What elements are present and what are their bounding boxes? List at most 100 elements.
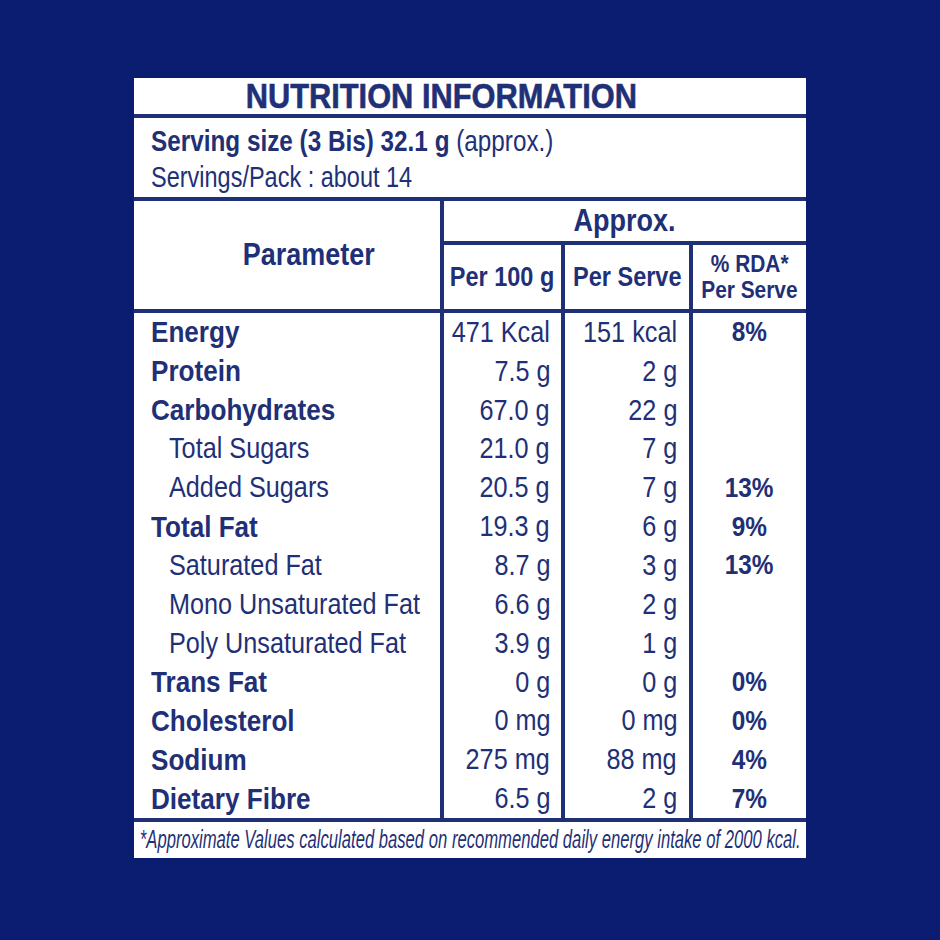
page-title: NUTRITION INFORMATION	[134, 78, 806, 118]
row-label-text: Total Sugars	[169, 432, 309, 465]
value-rda-percent-text: 4%	[732, 744, 767, 776]
value-per-100g: 6.5 g	[444, 779, 565, 818]
value-per-serve-text: 1 g	[642, 627, 677, 660]
value-per-100g-text: 21.0 g	[480, 432, 550, 465]
value-rda-percent-text: 8%	[732, 316, 767, 348]
value-per-serve: 7 g	[565, 430, 693, 469]
table-row: Dietary Fibre6.5 g 2 g 7%	[134, 779, 806, 818]
value-rda-percent	[693, 430, 806, 469]
row-label: Protein	[134, 352, 444, 391]
value-per-serve: 88 mg	[565, 740, 693, 779]
row-label-text: Protein	[151, 354, 241, 388]
value-rda-percent-text: 0%	[732, 705, 767, 737]
row-label-text: Mono Unsaturated Fat	[169, 588, 420, 621]
row-label-text: Saturated Fat	[169, 549, 322, 582]
table-row: Saturated Fat8.7 g3 g13%	[134, 546, 806, 585]
row-label-text: Sodium	[151, 743, 247, 777]
value-rda-percent: 13%	[693, 546, 806, 585]
value-rda-percent: 0%	[693, 663, 806, 702]
column-header-rda: % RDA* Per Serve	[693, 245, 806, 309]
per-100g-header-text: Per 100 g	[450, 262, 554, 293]
serving-size-line: Serving size (3 Bis) 32.1 g (approx.)	[151, 122, 806, 159]
value-per-serve-text: 6 g	[642, 510, 677, 543]
value-per-serve-text: 2 g	[642, 588, 677, 621]
value-per-100g: 0 g	[444, 663, 565, 702]
servings-per-pack: Servings/Pack : about 14	[151, 159, 806, 196]
value-per-100g: 19.3 g	[444, 507, 565, 546]
column-header-per-serve: Per Serve	[565, 245, 693, 309]
value-per-serve: 151 kcal	[565, 313, 693, 352]
table-row: Protein 7.5 g 2 g	[134, 352, 806, 391]
page-title-text: NUTRITION INFORMATION	[245, 76, 636, 116]
row-label-text: Total Fat	[151, 510, 258, 544]
row-label: Sodium	[134, 740, 444, 779]
value-rda-percent	[693, 391, 806, 430]
value-per-100g: 0 mg	[444, 701, 565, 740]
row-label: Dietary Fibre	[134, 779, 444, 818]
value-per-serve: 6 g	[565, 507, 693, 546]
rda-header-line1: % RDA*	[711, 251, 789, 277]
row-label-text: Carbohydrates	[151, 393, 335, 427]
value-rda-percent: 13%	[693, 468, 806, 507]
value-per-serve-text: 2 g	[642, 355, 677, 388]
column-header-per-100g: Per 100 g	[444, 245, 565, 309]
value-per-serve-text: 7 g	[642, 471, 677, 504]
value-per-serve-text: 22 g	[628, 394, 677, 427]
value-per-100g-text: 0 g	[515, 666, 550, 699]
value-per-serve-text: 3 g	[642, 549, 677, 582]
value-per-100g-text: 3.9 g	[494, 627, 550, 660]
nutrition-label: NUTRITION INFORMATION Serving size (3 Bi…	[134, 78, 806, 858]
value-per-100g-text: 19.3 g	[480, 510, 550, 543]
row-label: Total Sugars	[134, 430, 444, 469]
value-per-serve: 2 g	[565, 585, 693, 624]
value-per-100g: 7.5 g	[444, 352, 565, 391]
value-per-100g-text: 471 Kcal	[452, 316, 550, 349]
value-per-serve: 2 g	[565, 779, 693, 818]
row-label-text: Trans Fat	[151, 665, 267, 699]
value-per-serve-text: 2 g	[642, 782, 677, 815]
row-label: Trans Fat	[134, 663, 444, 702]
value-per-100g-text: 67.0 g	[480, 394, 550, 427]
table-row: Sodium275 mg88 mg4%	[134, 740, 806, 779]
table-row: Added Sugars 20.5 g 7 g 13%	[134, 468, 806, 507]
value-per-serve-text: 0 mg	[621, 704, 677, 737]
approx-header-text: Approx.	[574, 203, 676, 239]
row-label-text: Energy	[151, 315, 239, 349]
row-label: Mono Unsaturated Fat	[134, 585, 444, 624]
value-rda-percent	[693, 624, 806, 663]
value-per-serve: 1 g	[565, 624, 693, 663]
value-rda-percent	[693, 352, 806, 391]
value-per-serve: 0 g	[565, 663, 693, 702]
value-rda-percent: 7%	[693, 779, 806, 818]
row-label: Energy	[134, 313, 444, 352]
value-per-100g-text: 7.5 g	[494, 355, 550, 388]
value-per-serve: 7 g	[565, 468, 693, 507]
value-per-serve-text: 88 mg	[607, 743, 677, 776]
value-rda-percent-text: 13%	[725, 472, 774, 504]
serving-size-bold: Serving size (3 Bis) 32.1 g	[151, 124, 449, 157]
serving-size-text: Serving size (3 Bis) 32.1 g (approx.)	[151, 122, 553, 159]
row-label-text: Added Sugars	[169, 471, 329, 504]
value-per-serve: 0 mg	[565, 701, 693, 740]
row-label: Poly Unsaturated Fat	[134, 624, 444, 663]
value-per-serve-text: 7 g	[642, 432, 677, 465]
value-per-100g: 67.0 g	[444, 391, 565, 430]
column-header-parameter: Parameter	[134, 201, 444, 309]
value-per-serve: 3 g	[565, 546, 693, 585]
serving-info: Serving size (3 Bis) 32.1 g (approx.) Se…	[134, 118, 806, 201]
value-per-100g: 3.9 g	[444, 624, 565, 663]
serving-size-suffix: (approx.)	[456, 124, 553, 157]
table-row: Mono Unsaturated Fat6.6 g2 g	[134, 585, 806, 624]
serving-size-space	[449, 124, 456, 157]
value-per-100g-text: 20.5 g	[480, 471, 550, 504]
table-row: Carbohydrates 67.0 g 22 g	[134, 391, 806, 430]
value-rda-percent-text: 9%	[732, 511, 767, 543]
table-header: Parameter Approx. Per 100 g Per Serve % …	[134, 201, 806, 313]
servings-per-pack-text: Servings/Pack : about 14	[151, 159, 412, 196]
value-rda-percent-text: 0%	[732, 666, 767, 698]
value-rda-percent: 8%	[693, 313, 806, 352]
value-rda-percent: 0%	[693, 701, 806, 740]
rda-header-line2: Per Serve	[701, 277, 797, 303]
row-label: Saturated Fat	[134, 546, 444, 585]
footnote-text: *Approximate Values calculated based on …	[140, 824, 801, 855]
